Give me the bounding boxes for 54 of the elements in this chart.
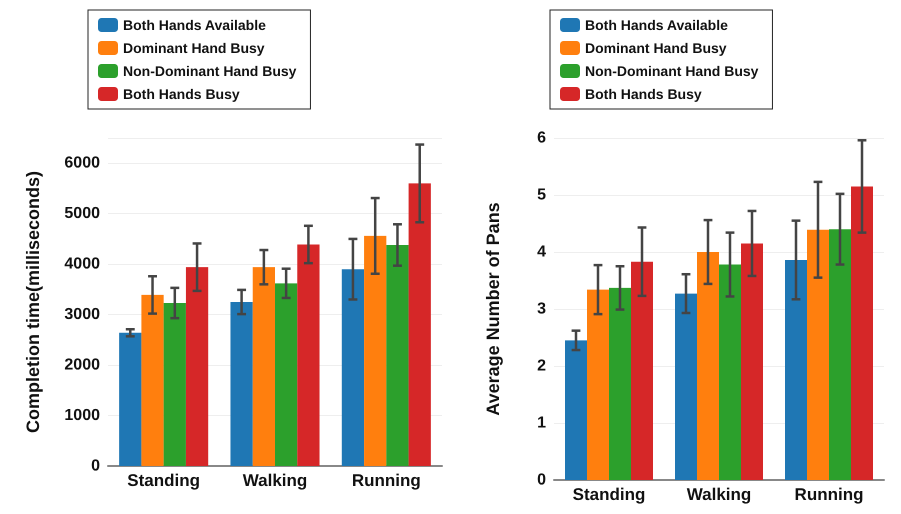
bar — [230, 302, 253, 466]
bar — [386, 244, 409, 466]
y-tick-label: 2000 — [64, 356, 100, 374]
bar — [741, 243, 763, 480]
y-tick-label: 1000 — [64, 407, 100, 424]
bar — [364, 236, 386, 466]
bar — [565, 340, 587, 480]
bar — [785, 260, 807, 480]
bar — [719, 264, 741, 480]
bar — [141, 294, 164, 466]
y-tick-label: 1 — [537, 414, 546, 432]
bar — [164, 303, 186, 466]
x-tick-label: Walking — [242, 471, 308, 490]
bar — [609, 288, 631, 480]
y-axis-title: Average Number of Pans — [483, 202, 503, 416]
bar — [829, 229, 851, 480]
x-tick-label: Standing — [572, 485, 646, 504]
y-tick-label: 2 — [537, 358, 546, 374]
bar — [186, 267, 208, 466]
bar — [119, 332, 142, 466]
x-tick-label: Running — [352, 471, 421, 490]
bar — [631, 262, 653, 480]
bar — [252, 267, 275, 466]
legend-label: Non-Dominant Hand Busy — [585, 63, 759, 79]
y-tick-label: 3 — [537, 300, 546, 318]
bar — [408, 183, 431, 466]
bar — [675, 294, 697, 480]
legend-label: Both Hands Busy — [123, 86, 240, 102]
y-tick-label: 5000 — [64, 205, 100, 222]
legend-label: Dominant Hand Busy — [585, 40, 727, 56]
y-tick-label: 4 — [537, 244, 546, 260]
y-tick-label: 0 — [537, 472, 546, 488]
bar — [297, 244, 320, 466]
legend-label: Non-Dominant Hand Busy — [123, 63, 297, 79]
y-axis-title: Completion time(milliseconds) — [23, 170, 43, 434]
legend-label: Both Hands Available — [123, 17, 266, 33]
legend-label: Both Hands Busy — [585, 86, 702, 102]
y-tick-label: 5 — [537, 186, 546, 204]
y-tick-label: 4000 — [64, 256, 100, 273]
bar — [342, 269, 364, 466]
bar — [587, 290, 609, 480]
x-tick-label: Walking — [686, 485, 752, 504]
bar — [275, 283, 298, 466]
bar — [807, 230, 829, 480]
y-tick-label: 3000 — [64, 306, 100, 324]
x-tick-label: Standing — [127, 471, 200, 490]
y-tick-label: 6 — [537, 130, 546, 146]
legend-label: Dominant Hand Busy — [123, 40, 265, 56]
legend-label: Both Hands Available — [585, 17, 728, 33]
y-tick-label: 6000 — [64, 154, 100, 172]
y-tick-label: 0 — [91, 458, 100, 474]
bar — [697, 252, 719, 480]
bar — [851, 186, 873, 480]
x-tick-label: Running — [794, 485, 864, 504]
